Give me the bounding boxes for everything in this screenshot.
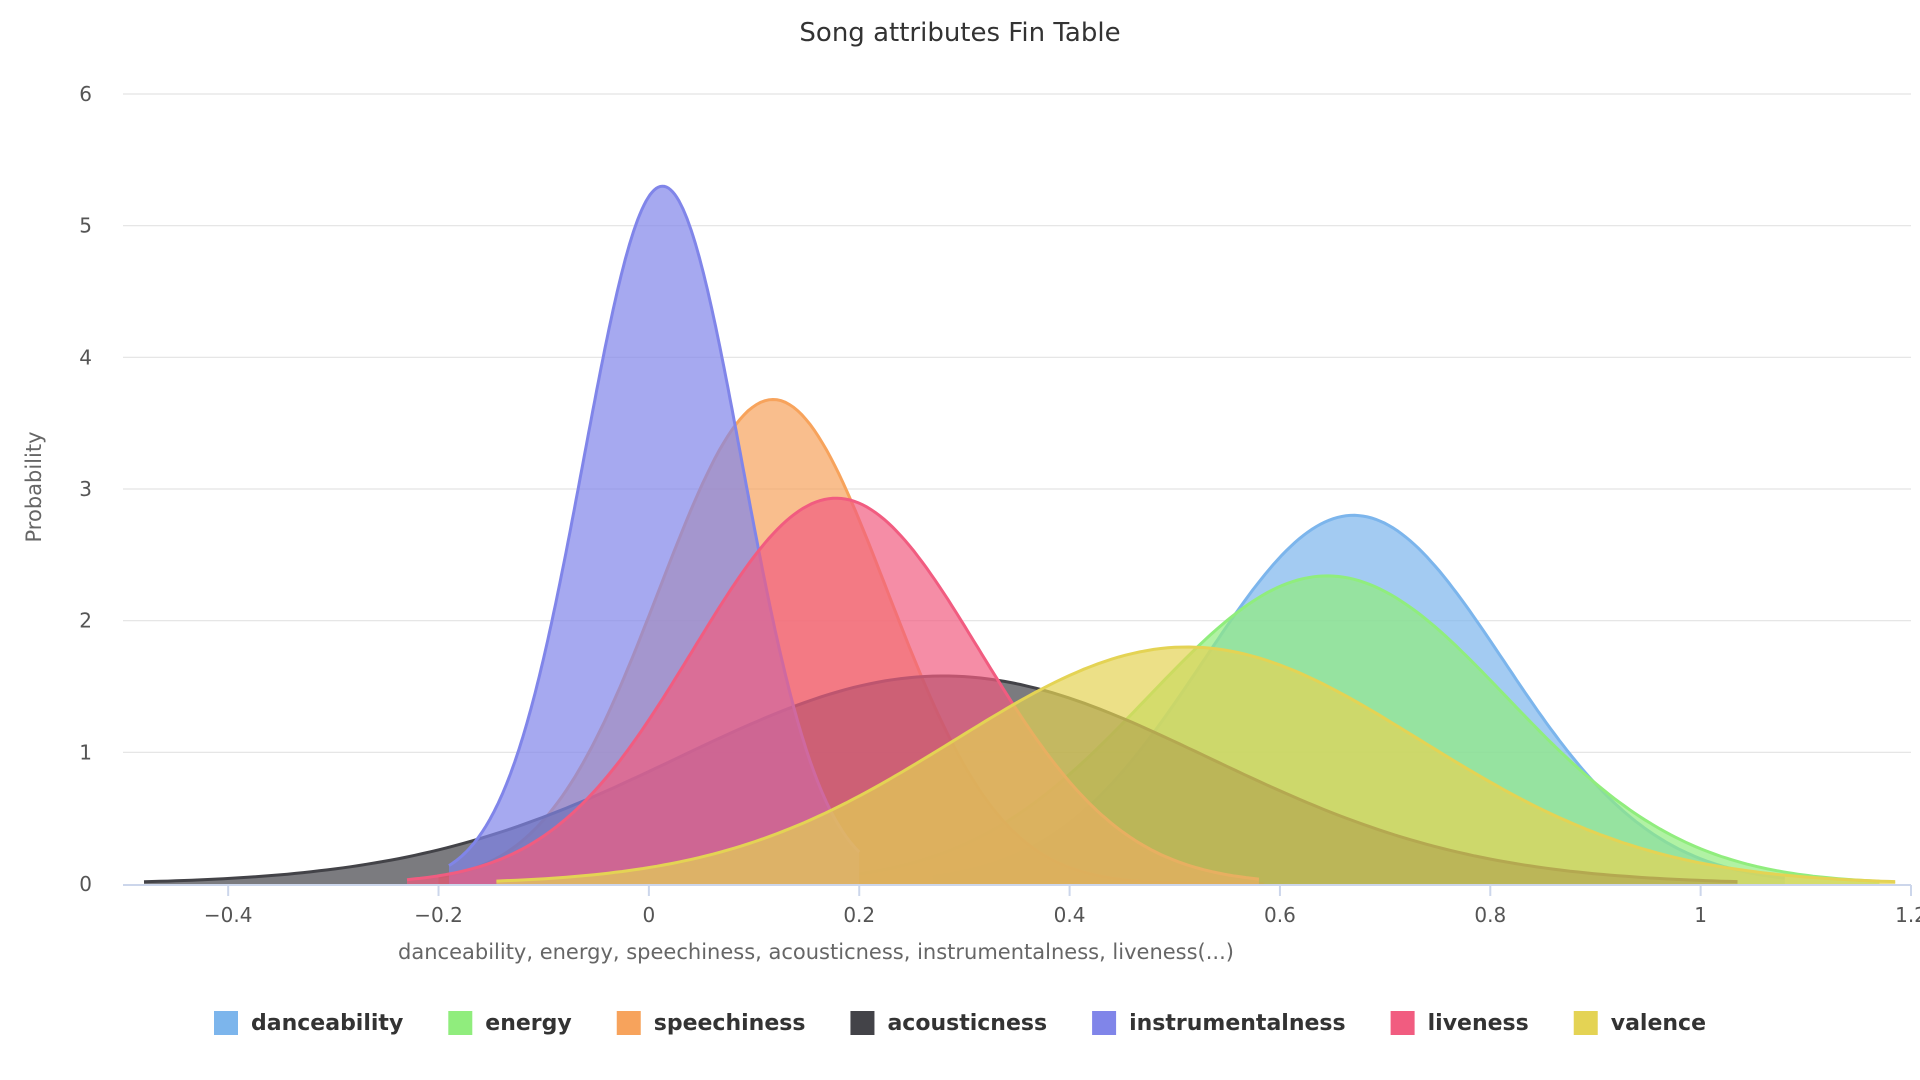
legend-swatch [1390, 1011, 1415, 1035]
x-tick-label: −0.2 [414, 903, 463, 927]
legend: danceability energy speechiness acousticnes… [214, 1011, 1706, 1036]
x-tick-label: 0.6 [1264, 903, 1296, 927]
legend-swatch [616, 1011, 641, 1035]
x-axis-title: danceability, energy, speechiness, acous… [398, 940, 1234, 964]
x-tick-label: 1.2 [1895, 903, 1920, 927]
legend-label: acousticness [887, 1011, 1047, 1036]
y-tick-label: 2 [79, 609, 92, 633]
legend-label: liveness [1428, 1011, 1529, 1036]
legend-label: valence [1611, 1011, 1706, 1036]
line-valence[interactable] [496, 645, 1896, 884]
series-valence[interactable] [496, 645, 1896, 884]
legend-label: energy [485, 1011, 571, 1036]
legend-label: instrumentalness [1129, 1011, 1346, 1036]
legend-item-instrumentalness[interactable]: instrumentalness [1092, 1011, 1346, 1036]
legend-item-speechiness[interactable]: speechiness [616, 1011, 806, 1036]
x-tick-label: 1 [1694, 903, 1707, 927]
legend-item-liveness[interactable]: liveness [1390, 1011, 1529, 1036]
legend-swatch [448, 1011, 473, 1035]
legend-label: speechiness [654, 1011, 806, 1036]
x-axis [123, 884, 1912, 896]
y-tick-label: 5 [79, 214, 92, 238]
y-tick-label: 1 [79, 740, 92, 764]
x-tick-label: −0.4 [204, 903, 253, 927]
x-axis-ticks: −0.4 −0.2 0 0.2 0.4 0.6 0.8 1 1.2 [204, 903, 1920, 927]
legend-swatch [214, 1011, 238, 1035]
grid-lines [123, 93, 1911, 753]
y-axis-ticks: 0 1 2 3 4 5 6 [79, 82, 92, 896]
x-tick-label: 0.4 [1054, 903, 1086, 927]
legend-swatch [1573, 1011, 1598, 1035]
x-tick-label: 0.2 [843, 903, 875, 927]
y-tick-label: 3 [79, 477, 92, 501]
legend-swatch [1092, 1011, 1117, 1035]
legend-item-danceability[interactable]: danceability [214, 1011, 403, 1036]
y-tick-label: 0 [79, 872, 92, 896]
area-valence[interactable] [496, 647, 1896, 884]
y-axis-title: Probability [22, 431, 46, 542]
legend-item-energy[interactable]: energy [448, 1011, 572, 1036]
legend-label: danceability [251, 1011, 403, 1036]
x-tick-label: 0.8 [1474, 903, 1506, 927]
y-tick-label: 6 [79, 82, 92, 106]
y-tick-label: 4 [79, 345, 92, 369]
series-layer [143, 184, 1896, 886]
chart-title: Song attributes Fin Table [799, 18, 1120, 48]
legend-item-acousticness[interactable]: acousticness [850, 1011, 1047, 1036]
legend-swatch [850, 1011, 875, 1035]
x-tick-label: 0 [643, 903, 656, 927]
legend-item-valence[interactable]: valence [1573, 1011, 1706, 1036]
